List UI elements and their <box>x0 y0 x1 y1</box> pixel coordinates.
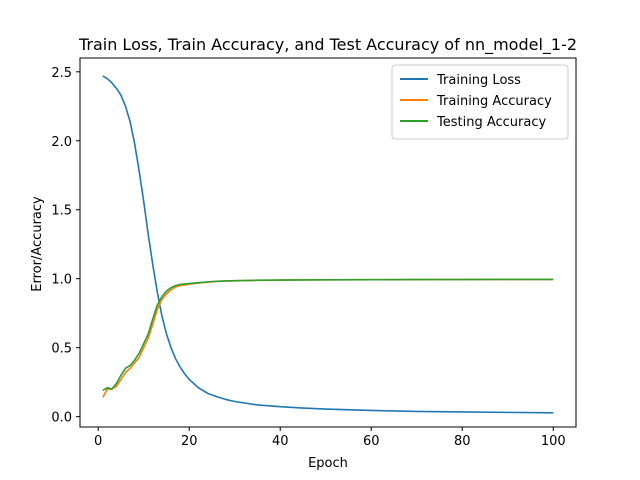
y-tick-label: 2.0 <box>51 135 72 150</box>
series-line-training-loss <box>102 75 554 414</box>
x-tick-label: 20 <box>181 434 198 449</box>
y-tick-label: 0.5 <box>51 342 72 357</box>
legend-entry: Testing Accuracy <box>436 115 546 130</box>
y-tick-label: 2.5 <box>51 66 72 81</box>
x-tick-label: 80 <box>454 434 471 449</box>
x-tick-label: 100 <box>541 434 566 449</box>
y-tick-label: 1.0 <box>51 273 72 288</box>
y-tick-label: 1.5 <box>51 204 72 219</box>
series-line-testing-accuracy <box>102 278 554 392</box>
x-tick-label: 60 <box>363 434 380 449</box>
chart-title: Train Loss, Train Accuracy, and Test Acc… <box>78 35 577 55</box>
y-axis-label: Error/Accuracy <box>30 196 45 292</box>
x-tick-label: 40 <box>272 434 289 449</box>
legend-entry: Training Loss <box>436 73 521 88</box>
legend-box <box>391 64 569 140</box>
y-tick-label: 0.0 <box>51 411 72 426</box>
axes-frame <box>79 57 577 428</box>
plot-area: 0 20 40 60 80 100 0.0 0.5 1.0 1.5 2.0 2.5 <box>51 57 577 449</box>
legend: Training Loss Training Accuracy Testing Ac… <box>391 64 569 140</box>
x-axis-label: Epoch <box>308 456 348 471</box>
x-tick-label: 0 <box>94 434 102 449</box>
legend-entry: Training Accuracy <box>436 94 552 109</box>
